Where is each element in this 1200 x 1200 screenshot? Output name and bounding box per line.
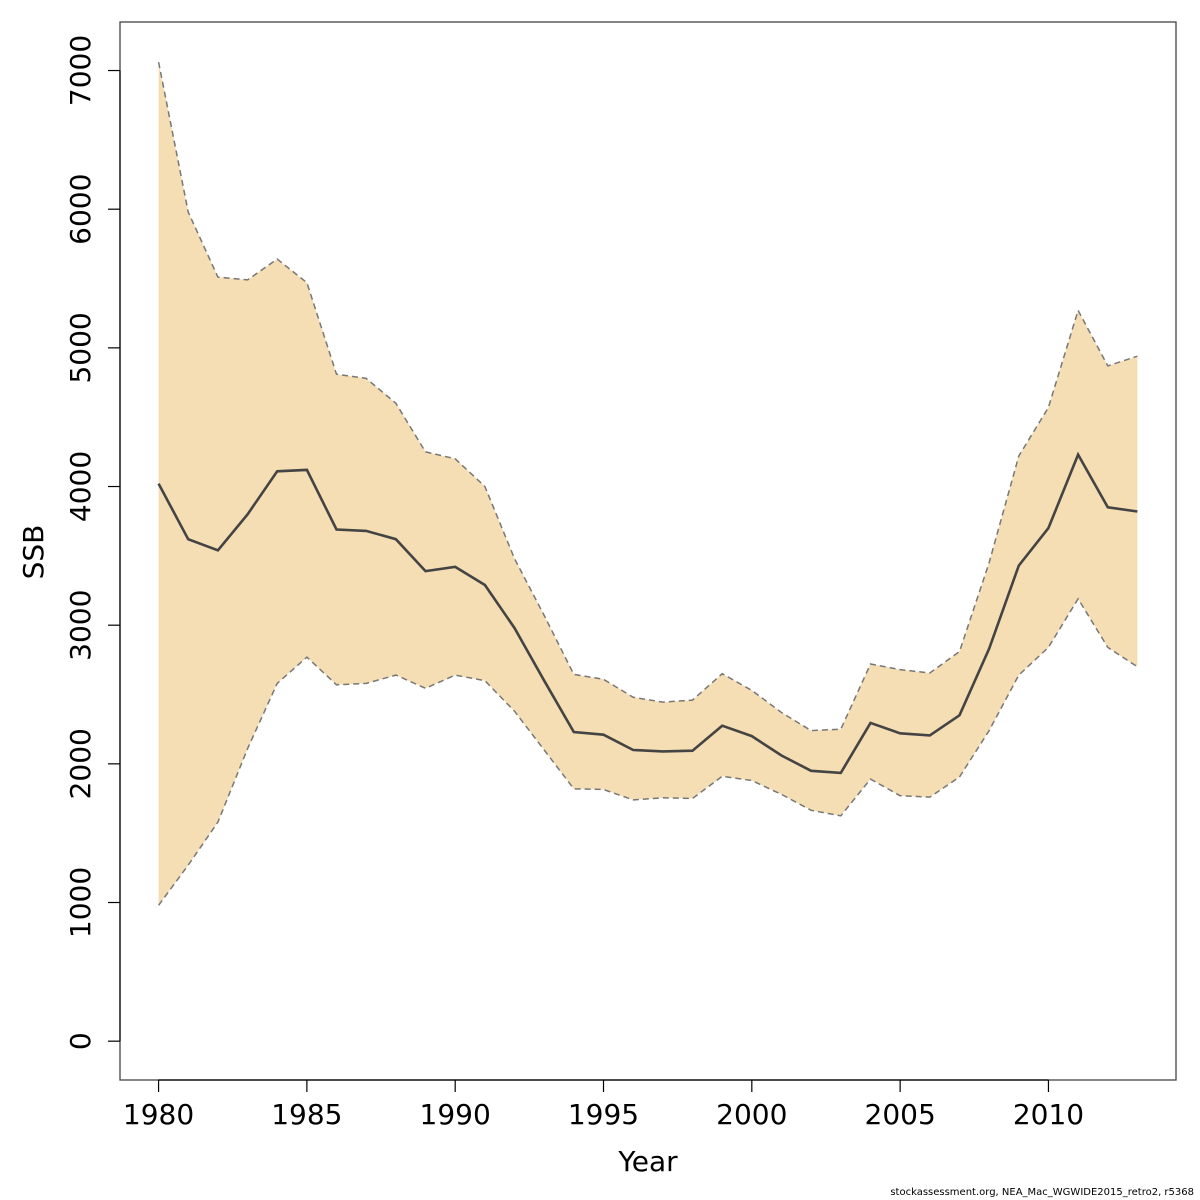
y-tick-label: 0 [64,1032,97,1050]
y-tick-label: 1000 [64,867,97,938]
footnote: stockassessment.org, NEA_Mac_WGWIDE2015_… [890,1187,1194,1198]
x-axis-label: Year [617,1145,678,1178]
y-tick-label: 3000 [64,590,97,661]
lower-bound-line [157,597,1138,906]
x-tick-label: 2010 [1013,1098,1084,1131]
x-tick-label: 1985 [271,1098,342,1131]
band-area [158,62,1138,906]
y-tick-label: 6000 [64,174,97,245]
x-tick-label: 1990 [420,1098,491,1131]
x-tick-label: 2005 [865,1098,936,1131]
y-tick-label: 5000 [64,312,97,383]
confidence-band [158,62,1138,906]
y-tick-label: 2000 [64,728,97,799]
series-lines [157,62,1138,906]
x-tick-label: 1995 [568,1098,639,1131]
y-tick-label: 4000 [64,451,97,522]
x-tick-label: 2000 [716,1098,787,1131]
y-axis-label: SSB [17,525,50,580]
x-tick-label: 1980 [123,1098,194,1131]
estimate-line [157,451,1138,775]
axes: 1980 1985 1990 1995 2000 2005 2010 0 1000 2000 300… [64,35,1084,1131]
y-tick-label: 7000 [64,35,97,106]
upper-bound-line [157,62,1138,732]
